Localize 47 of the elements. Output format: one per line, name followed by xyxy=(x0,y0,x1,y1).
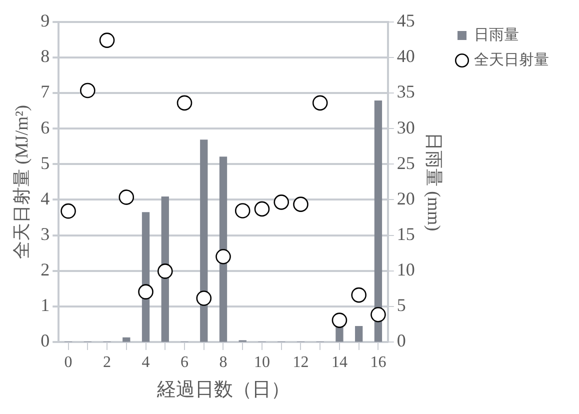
point xyxy=(216,248,231,264)
y-tick-label: 8 xyxy=(40,46,50,66)
bar xyxy=(219,156,228,342)
y2-tick-label: 45 xyxy=(396,10,415,31)
bar xyxy=(374,100,382,342)
y2-tick-label: 25 xyxy=(396,152,415,173)
y2-tick-label: 35 xyxy=(396,82,415,102)
y-tick-label: 5 xyxy=(40,152,50,173)
x-tick-label: 8 xyxy=(219,354,228,371)
point xyxy=(118,190,134,205)
y2-tick-label: 15 xyxy=(396,224,415,244)
y2-axis-title: 日雨量 (mm) xyxy=(424,132,444,232)
y-tick-label: 4 xyxy=(40,188,50,208)
y2-tick-label: 10 xyxy=(396,260,415,280)
point xyxy=(157,264,173,279)
point xyxy=(370,306,386,322)
y-tick-label: 1 xyxy=(40,295,50,316)
y2-tick-label: 30 xyxy=(396,117,415,138)
y-axis-title: 全天日射量 (MJ/m²) xyxy=(12,104,32,259)
y2-tick-label: 5 xyxy=(396,295,406,316)
y-tick-label: 0 xyxy=(40,330,50,351)
legend-label: 日雨量 xyxy=(474,27,519,44)
x-tick-label: 6 xyxy=(180,354,189,371)
y-tick-label: 9 xyxy=(40,10,50,31)
y-tick-label: 7 xyxy=(40,82,50,102)
y-tick-label: 6 xyxy=(40,117,50,138)
legend-label: 全天日射量 xyxy=(474,51,549,68)
x-tick-label: 2 xyxy=(103,354,112,371)
x-axis-title: 経過日数（日） xyxy=(156,380,290,401)
y2-tick-label: 0 xyxy=(396,330,406,351)
y2-tick-label: 20 xyxy=(396,188,415,208)
x-tick-label: 0 xyxy=(64,354,72,371)
x-tick-label: 12 xyxy=(292,354,309,371)
x-tick-label: 16 xyxy=(370,354,386,371)
x-tick-label: 14 xyxy=(331,354,348,371)
point xyxy=(196,290,212,306)
y-tick-label: 2 xyxy=(40,260,50,280)
bar xyxy=(355,326,363,342)
point xyxy=(80,82,96,98)
x-tick-label: 10 xyxy=(254,354,270,371)
bar xyxy=(122,337,130,342)
y2-tick-label: 40 xyxy=(396,46,415,66)
point xyxy=(138,284,154,300)
y-tick-label: 3 xyxy=(40,224,50,244)
bar xyxy=(200,140,208,342)
point xyxy=(274,194,290,210)
x-tick-label: 4 xyxy=(142,354,150,371)
